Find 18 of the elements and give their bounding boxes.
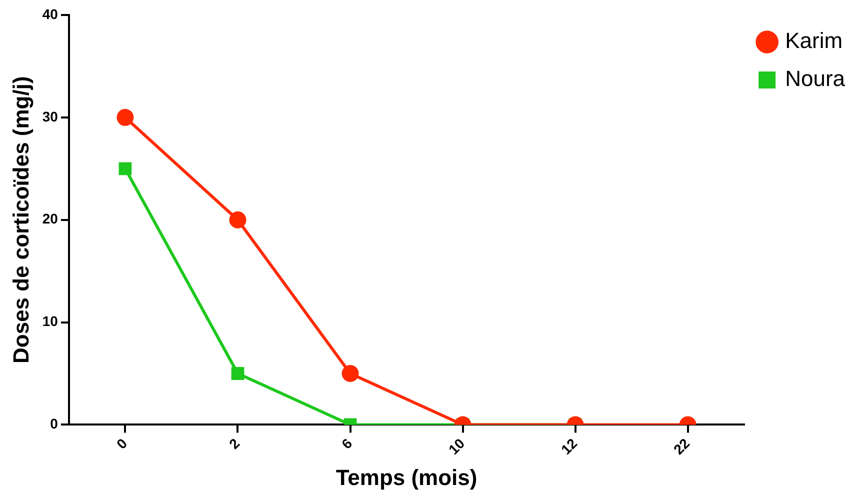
- x-tick-label: 2: [226, 435, 243, 452]
- y-axis-title: Doses de corticoïdes (mg/j): [8, 76, 34, 364]
- point: [229, 211, 246, 228]
- legend-label: Karim: [785, 28, 843, 54]
- x-tick-label: 6: [338, 435, 356, 452]
- legend-label: Noura: [785, 66, 846, 92]
- point: [118, 162, 132, 176]
- y-tick-label: 0: [50, 416, 58, 432]
- y-tick-label: 10: [42, 313, 58, 330]
- x-tick-label: 22: [670, 435, 693, 458]
- y-tick-label: 30: [42, 108, 58, 124]
- y-tick-label: 20: [42, 210, 58, 227]
- x-axis-title: Temps (mois): [336, 464, 478, 490]
- x-tick-label: 0: [113, 435, 130, 452]
- y-tick-label: 40: [42, 6, 58, 22]
- x-tick-label: 10: [445, 435, 468, 458]
- x-tick-label: 12: [558, 435, 580, 458]
- point: [116, 108, 134, 126]
